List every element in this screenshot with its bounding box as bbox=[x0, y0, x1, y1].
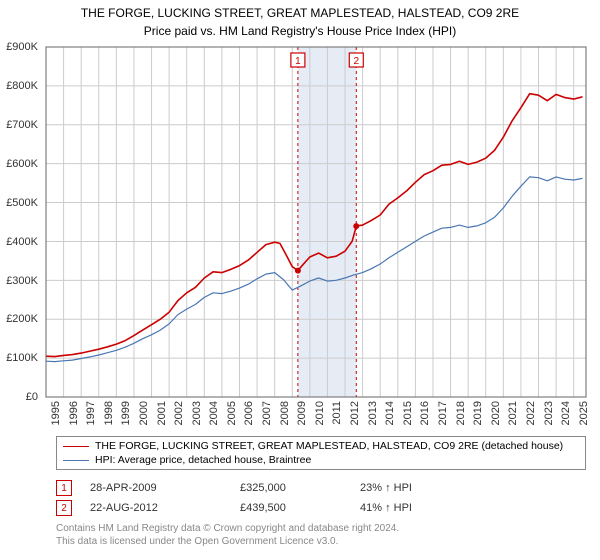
chart-footer: Contains HM Land Registry data © Crown c… bbox=[56, 522, 586, 548]
x-axis-tick-label: 2001 bbox=[156, 401, 168, 425]
sales-table: 1 28-APR-2009£325,00023% ↑ HPI 2 22-AUG-201… bbox=[56, 478, 586, 518]
y-axis-tick-label: £900K bbox=[6, 41, 38, 53]
footer-license: This data is licensed under the Open Gov… bbox=[56, 535, 586, 548]
sales-badge: 2 bbox=[56, 500, 72, 516]
x-axis-tick-label: 2016 bbox=[419, 401, 431, 425]
sales-date: 22-AUG-2012 bbox=[90, 502, 240, 514]
y-axis-tick-label: £0 bbox=[26, 391, 38, 403]
y-axis-tick-label: £400K bbox=[6, 236, 38, 248]
legend-row: HPI: Average price, detached house, Brai… bbox=[63, 453, 579, 467]
x-axis-tick-label: 2007 bbox=[261, 401, 273, 425]
x-axis-tick-label: 2018 bbox=[455, 401, 467, 425]
x-axis-tick-label: 2017 bbox=[437, 401, 449, 425]
x-axis-tick-label: 2010 bbox=[314, 401, 326, 425]
x-axis-tick-label: 2025 bbox=[578, 401, 590, 425]
chart-title-line2: Price paid vs. HM Land Registry's House … bbox=[0, 22, 600, 40]
x-axis-tick-label: 2012 bbox=[349, 401, 361, 425]
chart-svg: 12 bbox=[46, 47, 586, 397]
x-axis-tick-label: 2019 bbox=[472, 401, 484, 425]
x-axis-tick-label: 1996 bbox=[68, 401, 80, 425]
x-axis-tick-label: 2005 bbox=[226, 401, 238, 425]
legend-label: THE FORGE, LUCKING STREET, GREAT MAPLEST… bbox=[95, 439, 563, 453]
x-axis-tick-label: 2014 bbox=[384, 401, 396, 425]
x-axis-tick-label: 2011 bbox=[331, 401, 343, 425]
y-axis-tick-label: £500K bbox=[6, 197, 38, 209]
svg-text:2: 2 bbox=[353, 56, 359, 67]
sales-date: 28-APR-2009 bbox=[90, 482, 240, 494]
legend-swatch bbox=[63, 460, 89, 461]
x-axis-tick-label: 2015 bbox=[402, 401, 414, 425]
x-axis-tick-label: 2024 bbox=[560, 401, 572, 425]
sales-price: £439,500 bbox=[240, 502, 360, 514]
legend-row: THE FORGE, LUCKING STREET, GREAT MAPLEST… bbox=[63, 439, 579, 453]
chart-legend: THE FORGE, LUCKING STREET, GREAT MAPLEST… bbox=[56, 436, 586, 470]
svg-text:1: 1 bbox=[295, 56, 301, 67]
sales-badge: 1 bbox=[56, 480, 72, 496]
sales-diff: 23% ↑ HPI bbox=[360, 482, 586, 494]
x-axis-tick-label: 2006 bbox=[243, 401, 255, 425]
y-axis-tick-label: £300K bbox=[6, 275, 38, 287]
y-axis-tick-label: £600K bbox=[6, 158, 38, 170]
chart-container: THE FORGE, LUCKING STREET, GREAT MAPLEST… bbox=[0, 0, 600, 560]
y-axis-tick-label: £200K bbox=[6, 313, 38, 325]
x-axis-tick-label: 1999 bbox=[120, 401, 132, 425]
x-axis-tick-label: 2022 bbox=[525, 401, 537, 425]
x-axis-tick-label: 2008 bbox=[279, 401, 291, 425]
x-axis-tick-label: 2000 bbox=[138, 401, 150, 425]
x-axis-tick-label: 1995 bbox=[50, 401, 62, 425]
x-axis-tick-label: 2023 bbox=[543, 401, 555, 425]
sales-diff: 41% ↑ HPI bbox=[360, 502, 586, 514]
y-axis-tick-label: £100K bbox=[6, 352, 38, 364]
legend-swatch bbox=[63, 446, 89, 447]
chart-title-line1: THE FORGE, LUCKING STREET, GREAT MAPLEST… bbox=[0, 0, 600, 22]
sales-row: 2 22-AUG-2012£439,50041% ↑ HPI bbox=[56, 498, 586, 518]
x-axis-tick-label: 2021 bbox=[507, 401, 519, 425]
legend-label: HPI: Average price, detached house, Brai… bbox=[95, 453, 311, 467]
chart-plot-area: 12 £0£100K£200K£300K£400K£500K£600K£700K… bbox=[46, 47, 586, 397]
y-axis-tick-label: £700K bbox=[6, 119, 38, 131]
x-axis-tick-label: 2003 bbox=[191, 401, 203, 425]
x-axis-tick-label: 1997 bbox=[85, 401, 97, 425]
x-axis-tick-label: 2002 bbox=[173, 401, 185, 425]
sales-price: £325,000 bbox=[240, 482, 360, 494]
x-axis-tick-label: 2013 bbox=[367, 401, 379, 425]
x-axis-tick-label: 2020 bbox=[490, 401, 502, 425]
x-axis-tick-label: 2009 bbox=[296, 401, 308, 425]
sales-row: 1 28-APR-2009£325,00023% ↑ HPI bbox=[56, 478, 586, 498]
y-axis-tick-label: £800K bbox=[6, 80, 38, 92]
footer-copyright: Contains HM Land Registry data © Crown c… bbox=[56, 522, 586, 535]
x-axis-tick-label: 2004 bbox=[208, 401, 220, 425]
x-axis-tick-label: 1998 bbox=[103, 401, 115, 425]
